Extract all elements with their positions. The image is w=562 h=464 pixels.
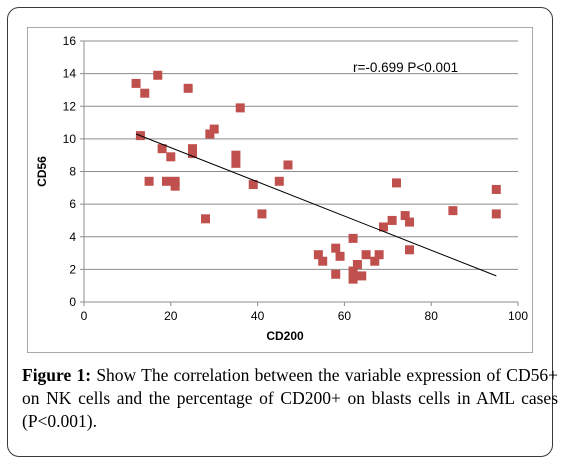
x-tick-label: 40 xyxy=(251,309,265,323)
data-point xyxy=(205,129,215,139)
scatter-chart: 0 2 4 6 8 10 12 14 16 0 20 40 60 80 100 CD200 CD56 r=-0.6… xyxy=(35,34,528,343)
data-point xyxy=(231,158,241,168)
data-point xyxy=(131,78,141,88)
data-point xyxy=(231,150,241,160)
data-point xyxy=(235,103,245,113)
data-point xyxy=(170,176,180,186)
x-tick-label: 0 xyxy=(81,309,88,323)
y-tick-label: 14 xyxy=(63,67,77,81)
y-axis-title: CD56 xyxy=(35,156,49,187)
data-point xyxy=(331,243,341,253)
correlation-annotation: r=-0.699 P<0.001 xyxy=(353,60,458,75)
y-tick-label: 4 xyxy=(69,230,76,244)
data-point xyxy=(348,274,358,284)
trend-line xyxy=(135,133,497,277)
data-point xyxy=(491,209,501,219)
data-point xyxy=(283,160,293,170)
data-point xyxy=(405,245,414,255)
data-point xyxy=(188,144,197,154)
x-tick-label: 100 xyxy=(508,309,528,323)
data-point xyxy=(400,211,410,221)
data-point xyxy=(448,206,458,216)
data-point xyxy=(357,271,367,281)
x-tick-label: 20 xyxy=(164,309,178,323)
data-point xyxy=(405,217,414,227)
data-point xyxy=(144,176,154,186)
y-tick-label: 8 xyxy=(69,165,76,179)
data-point xyxy=(209,124,219,134)
data-point xyxy=(491,184,501,194)
figure-card: 0 2 4 6 8 10 12 14 16 0 20 40 60 80 100 CD200 CD56 r=-0.6… xyxy=(7,7,558,457)
y-tick-label: 10 xyxy=(63,132,77,146)
data-point xyxy=(378,222,388,232)
data-point xyxy=(313,250,323,260)
y-tick-label: 16 xyxy=(63,34,77,48)
y-tick-label: 2 xyxy=(69,262,76,276)
data-point xyxy=(335,251,345,261)
x-axis-title: CD200 xyxy=(266,329,304,343)
caption-text: Show The correlation between the variabl… xyxy=(22,365,558,431)
data-point xyxy=(188,149,197,159)
y-tick-label: 12 xyxy=(63,99,77,113)
x-tick-label: 80 xyxy=(425,309,439,323)
data-point xyxy=(257,209,267,219)
data-point xyxy=(391,178,401,188)
data-point xyxy=(157,144,167,154)
data-point xyxy=(318,256,328,266)
chart-frame: 0 2 4 6 8 10 12 14 16 0 20 40 60 80 100 CD200 CD56 r=-0.6… xyxy=(27,27,533,353)
data-point xyxy=(153,70,163,80)
data-point xyxy=(348,266,358,276)
figure-caption: Figure 1: Show The correlation between t… xyxy=(22,364,558,433)
data-point xyxy=(140,88,150,98)
y-tick-label: 0 xyxy=(69,295,76,309)
data-point xyxy=(248,180,258,190)
data-point xyxy=(161,176,171,186)
data-point xyxy=(387,215,397,225)
x-tick-label: 60 xyxy=(338,309,352,323)
data-point xyxy=(183,83,193,93)
data-point xyxy=(274,176,284,186)
data-point xyxy=(201,214,211,224)
caption-label: Figure 1: xyxy=(22,365,92,385)
data-point xyxy=(361,250,371,260)
data-point xyxy=(348,233,358,243)
data-point xyxy=(352,259,362,269)
data-point xyxy=(170,181,180,191)
y-tick-label: 6 xyxy=(69,197,76,211)
data-point xyxy=(331,269,341,279)
data-point xyxy=(370,256,380,266)
data-point xyxy=(166,152,176,162)
data-point xyxy=(374,250,384,260)
